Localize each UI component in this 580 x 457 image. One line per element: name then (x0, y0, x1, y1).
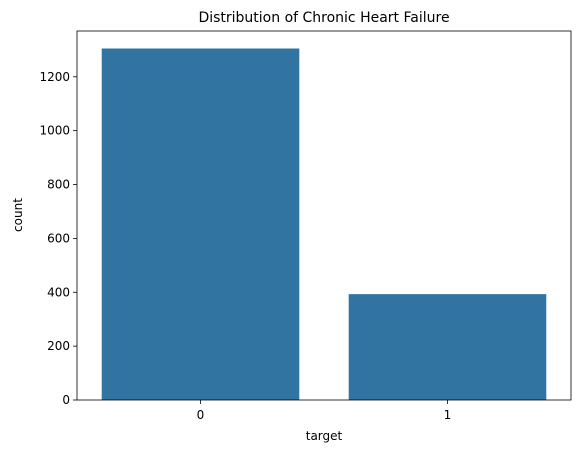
y-tick-label: 0 (62, 393, 70, 407)
y-tick-label: 1200 (39, 70, 70, 84)
y-axis-ticks: 0 200 400 600 800 1000 1200 (39, 70, 77, 407)
y-tick-label: 600 (47, 231, 70, 245)
y-tick-label: 400 (47, 285, 70, 299)
chart-title: Distribution of Chronic Heart Failure (198, 10, 449, 26)
bars (101, 48, 547, 401)
y-axis-label: count (11, 198, 25, 232)
x-tick-label: 0 (197, 408, 205, 422)
bar-1 (348, 294, 547, 400)
y-tick-label: 200 (47, 339, 70, 353)
y-tick-label: 800 (47, 178, 70, 192)
plot-frame (76, 30, 572, 401)
y-tick-label: 1000 (39, 124, 70, 138)
bar-0 (101, 48, 300, 401)
x-axis-label: target (306, 429, 343, 443)
x-tick-label: 1 (444, 408, 452, 422)
